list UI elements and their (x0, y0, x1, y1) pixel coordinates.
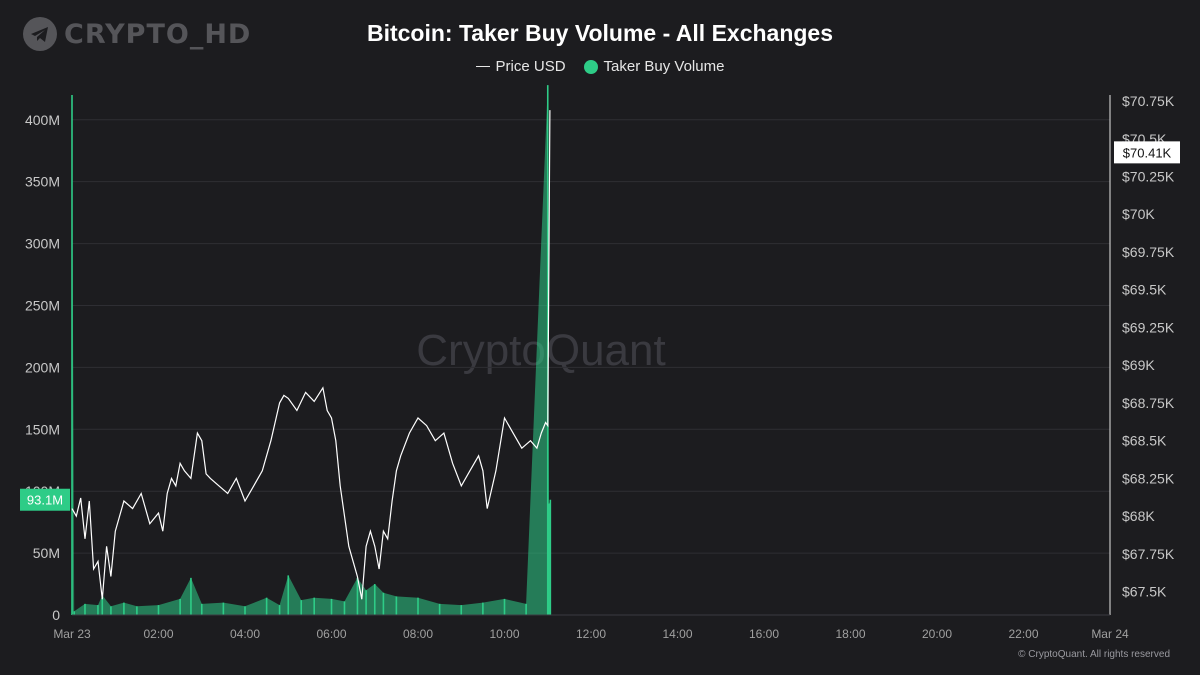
legend-item-price[interactable]: Price USD (475, 58, 566, 75)
copyright-footer: © CryptoQuant. All rights reserved (1018, 649, 1170, 660)
legend-item-volume[interactable]: Taker Buy Volume (583, 58, 725, 75)
y-left-tick-label: 200M (25, 359, 60, 375)
y-left-tick-label: 350M (25, 174, 60, 190)
y-right-tick-label: $70.75K (1122, 93, 1175, 109)
x-tick-label: 04:00 (230, 627, 260, 641)
x-tick-label: 16:00 (749, 627, 779, 641)
y-right-tick-label: $68K (1122, 508, 1155, 524)
x-tick-label: Mar 24 (1091, 627, 1129, 641)
y-right-tick-label: $68.25K (1122, 470, 1175, 486)
y-left-tick-label: 0 (52, 607, 60, 623)
legend-label-volume: Taker Buy Volume (603, 58, 725, 75)
y-right-tick-label: $70.25K (1122, 169, 1175, 185)
y-left-tick-label: 400M (25, 112, 60, 128)
chart-legend: Price USD Taker Buy Volume (0, 58, 1200, 75)
series-price-usd (71, 110, 551, 600)
x-tick-label: 10:00 (489, 627, 519, 641)
price-value-badge (1114, 141, 1180, 164)
chart-title: Bitcoin: Taker Buy Volume - All Exchange… (366, 20, 834, 46)
y-right-tick-label: $68.5K (1122, 433, 1167, 449)
y-left-tick-label: 50M (33, 545, 60, 561)
x-tick-label: 12:00 (576, 627, 606, 641)
y-right-tick-label: $70K (1122, 206, 1155, 222)
x-tick-label: 02:00 (143, 627, 173, 641)
x-tick-label: 20:00 (922, 627, 952, 641)
legend-line-marker (475, 66, 490, 67)
x-tick-label: 22:00 (1008, 627, 1038, 641)
series-taker-buy-volume (71, 85, 552, 616)
telegram-icon (23, 17, 57, 51)
x-tick-label: 18:00 (835, 627, 865, 641)
volume-value-badge-text: 93.1M (27, 493, 63, 508)
y-right-tick-label: $69.25K (1122, 319, 1175, 335)
volume-value-badge (20, 488, 70, 511)
y-right-tick-label: $69K (1122, 357, 1155, 373)
y-right-tick-label: $68.75K (1122, 395, 1175, 411)
y-left-tick-label: 250M (25, 297, 60, 313)
x-tick-label: 14:00 (662, 627, 692, 641)
y-left-tick-label: 300M (25, 236, 60, 252)
x-tick-label: Mar 23 (53, 627, 91, 641)
y-right-tick-label: $69.5K (1122, 282, 1167, 298)
x-tick-label: 08:00 (403, 627, 433, 641)
brand-name: CRYPTO_HD (64, 18, 252, 50)
y-left-tick-label: 150M (25, 421, 60, 437)
legend-label-price: Price USD (495, 58, 566, 75)
y-right-tick-label: $67.75K (1122, 546, 1175, 562)
x-tick-label: 06:00 (316, 627, 346, 641)
price-line (71, 110, 551, 600)
brand-logo: CRYPTO_HD (22, 16, 251, 52)
y-right-tick-label: $67.5K (1122, 584, 1167, 600)
price-value-badge-text: $70.41K (1123, 145, 1172, 160)
y-right-tick-label: $69.75K (1122, 244, 1175, 260)
legend-dot-marker (583, 59, 598, 74)
